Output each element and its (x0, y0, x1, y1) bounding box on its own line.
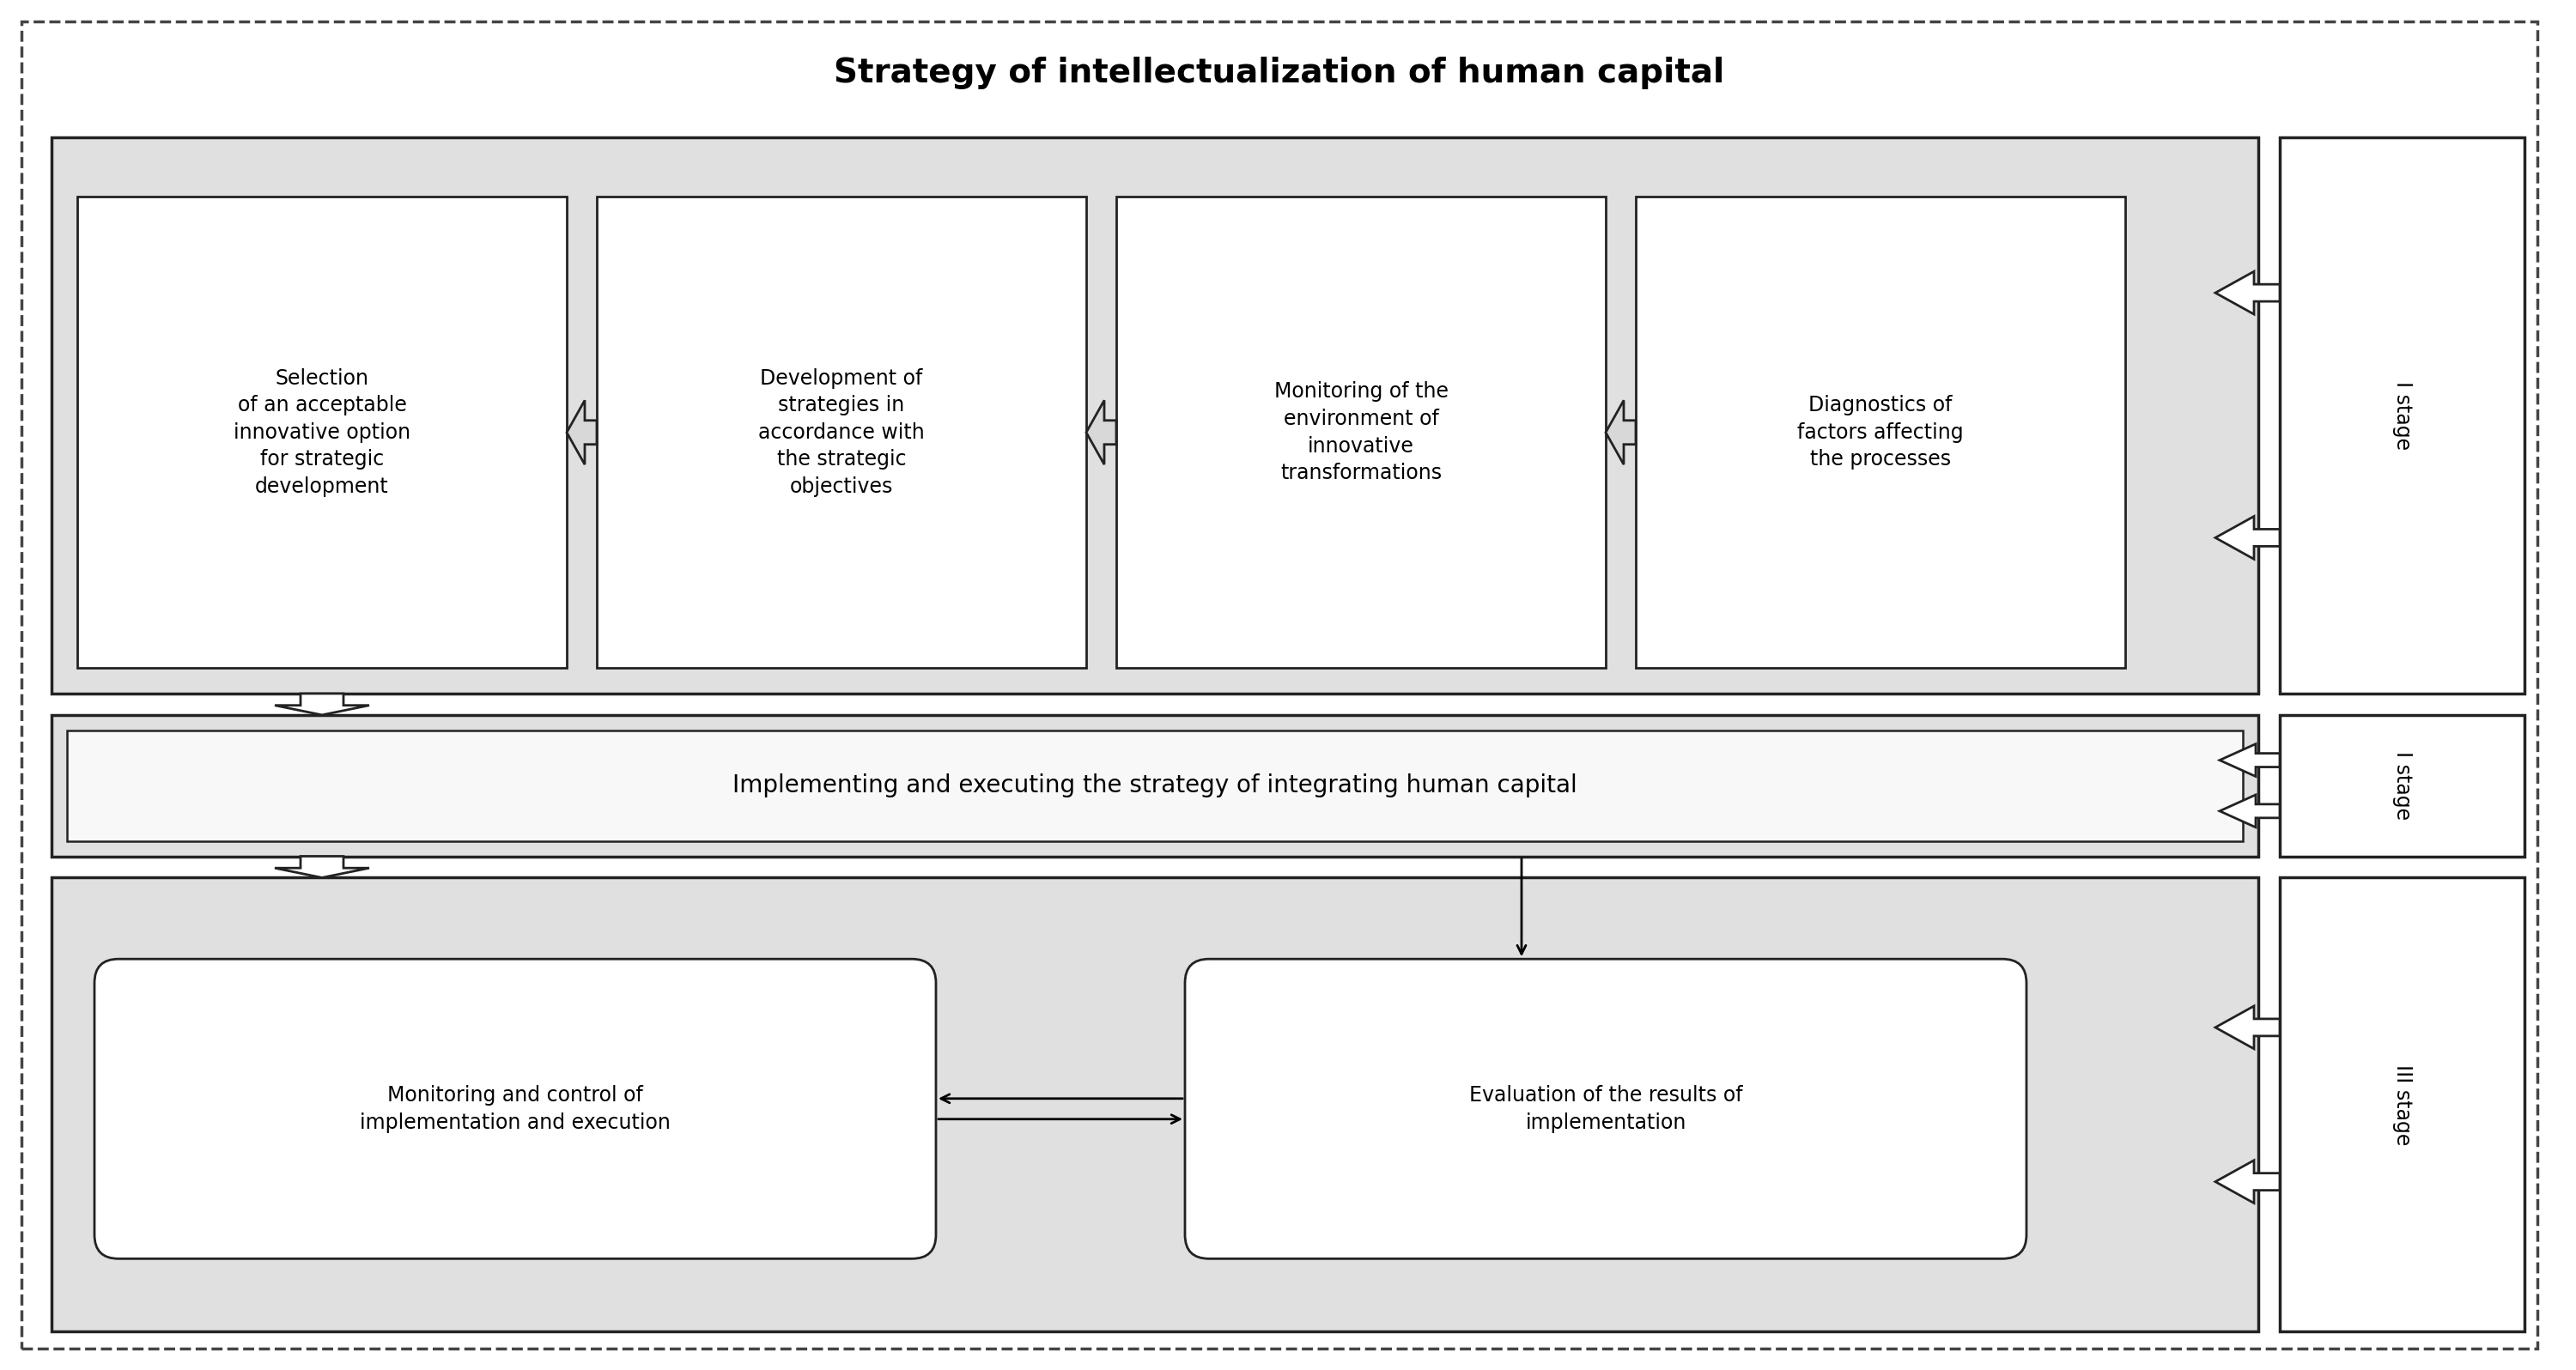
FancyBboxPatch shape (52, 715, 2259, 856)
Text: I stage: I stage (2391, 381, 2411, 449)
Text: Implementing and executing the strategy of integrating human capital: Implementing and executing the strategy … (732, 774, 1577, 797)
Text: Monitoring of the
environment of
innovative
transformations: Monitoring of the environment of innovat… (1273, 381, 1448, 484)
Polygon shape (2221, 795, 2280, 827)
FancyBboxPatch shape (1636, 197, 2125, 669)
Text: III stage: III stage (2391, 1064, 2411, 1145)
Polygon shape (276, 856, 368, 878)
Text: Evaluation of the results of
implementation: Evaluation of the results of implementat… (1468, 1085, 1741, 1133)
FancyBboxPatch shape (2280, 715, 2524, 856)
FancyBboxPatch shape (1185, 959, 2027, 1259)
Text: Strategy of intellectualization of human capital: Strategy of intellectualization of human… (835, 56, 1726, 89)
FancyBboxPatch shape (1115, 197, 1605, 669)
Text: Diagnostics of
factors affecting
the processes: Diagnostics of factors affecting the pro… (1798, 395, 1963, 470)
Polygon shape (2215, 1160, 2280, 1203)
FancyBboxPatch shape (52, 137, 2259, 693)
Polygon shape (2221, 744, 2280, 777)
Polygon shape (1605, 400, 1636, 464)
FancyBboxPatch shape (21, 22, 2537, 1348)
Polygon shape (2215, 271, 2280, 314)
FancyBboxPatch shape (598, 197, 1087, 669)
FancyBboxPatch shape (95, 959, 935, 1259)
Text: Selection
of an acceptable
innovative option
for strategic
development: Selection of an acceptable innovative op… (234, 369, 410, 497)
FancyBboxPatch shape (67, 730, 2244, 841)
Polygon shape (2215, 1006, 2280, 1049)
Polygon shape (2215, 516, 2280, 559)
Polygon shape (1087, 400, 1115, 464)
FancyBboxPatch shape (77, 197, 567, 669)
Polygon shape (276, 693, 368, 715)
FancyBboxPatch shape (2280, 137, 2524, 693)
Text: I stage: I stage (2391, 751, 2411, 821)
Text: Development of
strategies in
accordance with
the strategic
objectives: Development of strategies in accordance … (757, 369, 925, 497)
FancyBboxPatch shape (52, 878, 2259, 1332)
FancyBboxPatch shape (2280, 878, 2524, 1332)
Text: Monitoring and control of
implementation and execution: Monitoring and control of implementation… (361, 1085, 670, 1133)
Polygon shape (567, 400, 598, 464)
